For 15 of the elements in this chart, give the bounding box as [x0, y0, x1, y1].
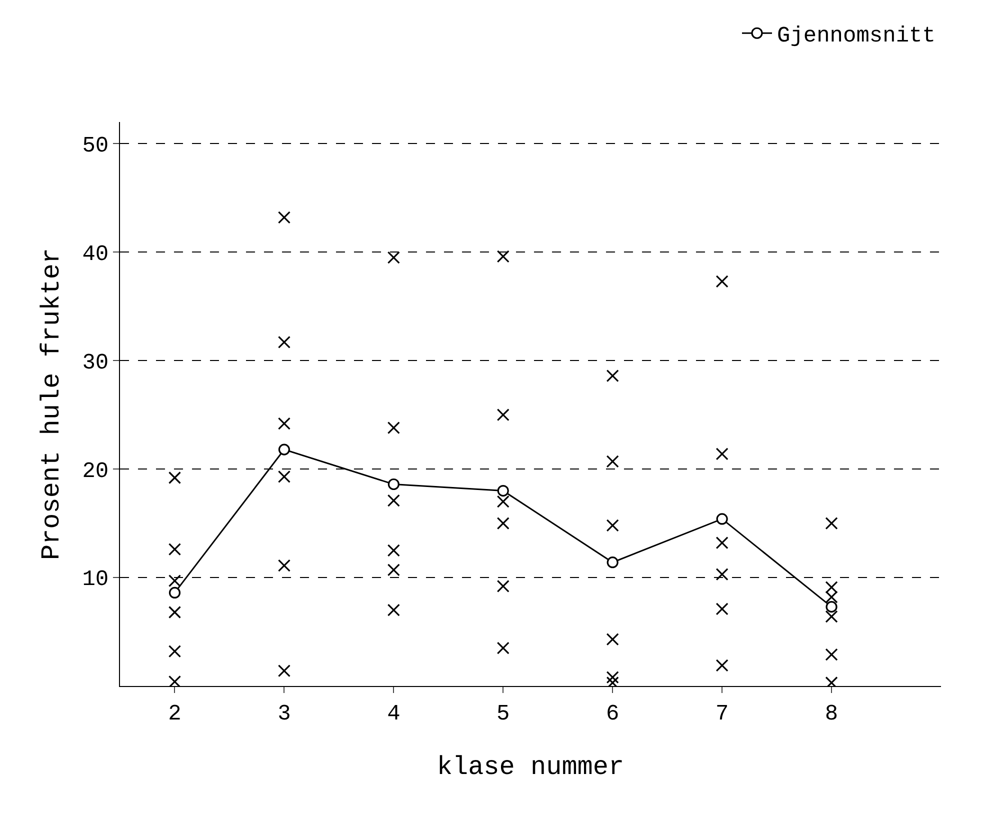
y-tick-label: 40 — [82, 242, 109, 267]
x-tick-label: 4 — [387, 701, 400, 726]
x-tick-label: 5 — [496, 701, 510, 726]
x-axis-title: klase nummer — [436, 752, 624, 782]
x-tick-label: 3 — [278, 701, 291, 726]
y-tick-label: 10 — [82, 567, 109, 592]
x-tick-label: 8 — [824, 701, 838, 726]
x-tick-label: 2 — [168, 701, 182, 726]
y-tick-label: 30 — [82, 350, 109, 376]
x-tick-label: 6 — [606, 701, 620, 726]
legend-label: Gjennomsnitt — [777, 24, 936, 49]
x-tick-label: 7 — [715, 701, 729, 726]
y-tick-label: 50 — [82, 133, 109, 158]
y-axis-title: Prosent hule frukter — [36, 248, 67, 560]
y-tick-label: 20 — [82, 458, 109, 484]
